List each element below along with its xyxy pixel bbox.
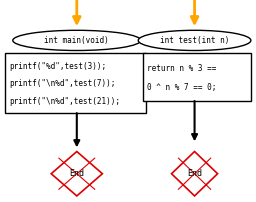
Text: printf("%d",test(3));: printf("%d",test(3)); (9, 62, 106, 71)
Text: printf("\n%d",test(7));: printf("\n%d",test(7)); (9, 79, 115, 88)
FancyBboxPatch shape (5, 53, 146, 113)
Text: printf("\n%d",test(21));: printf("\n%d",test(21)); (9, 97, 120, 105)
Polygon shape (172, 152, 218, 196)
Text: int main(void): int main(void) (45, 36, 109, 45)
Text: 0 ^ n % 7 == 0;: 0 ^ n % 7 == 0; (147, 83, 217, 92)
Polygon shape (51, 152, 102, 196)
Text: int test(int n): int test(int n) (160, 36, 229, 45)
Text: End: End (69, 169, 84, 178)
Text: End: End (187, 169, 202, 178)
Ellipse shape (138, 30, 251, 50)
Ellipse shape (13, 30, 141, 50)
Text: return n % 3 ==: return n % 3 == (147, 64, 217, 73)
FancyBboxPatch shape (143, 53, 251, 101)
